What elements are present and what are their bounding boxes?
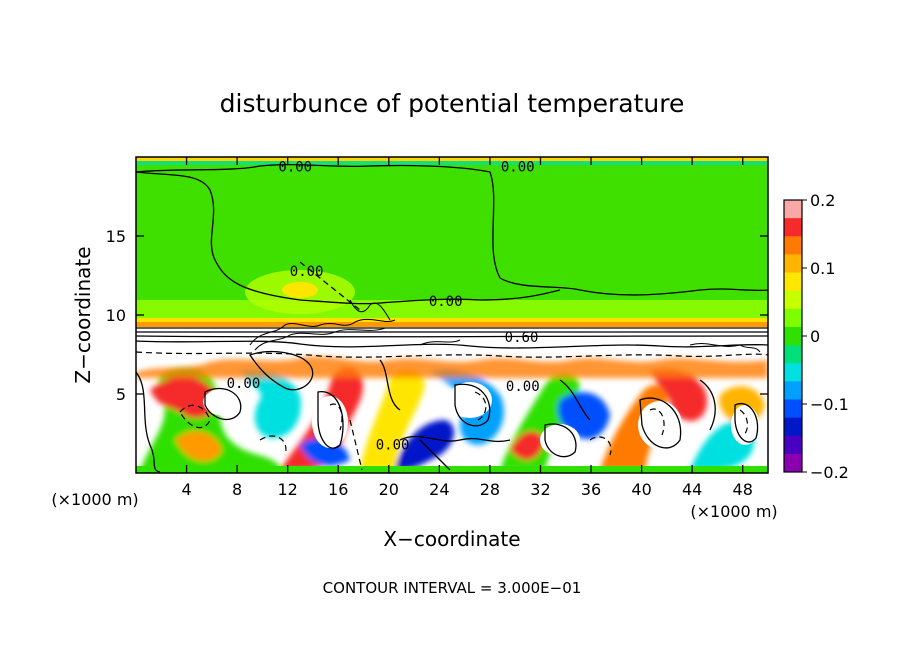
y-axis-label: Z−coordinate [71,246,95,383]
colorbar-swatch [784,236,802,255]
x-tick-label: 12 [278,480,298,499]
y-tick-label: 5 [116,385,126,404]
x-tick-label: 36 [581,480,601,499]
y-axis: 5 10 15 [106,227,768,404]
colorbar-swatch [784,453,802,473]
x-tick-label: 8 [232,480,242,499]
x-axis: 4 8 12 16 20 24 28 32 36 40 44 48 [181,157,753,499]
contour-label: 0.00 [506,379,540,395]
colorbar-swatch [784,200,802,219]
y-axis-unit: (×1000 m) [51,490,138,509]
colorbar-tick-label: 0.2 [810,191,835,210]
x-tick-label: 4 [181,480,191,499]
colorbar-swatch [784,363,802,382]
contour-interval-note: CONTOUR INTERVAL = 3.000E−01 [323,579,582,597]
y-tick-label: 15 [106,227,126,246]
contour-label-text: 0.00 [376,438,410,454]
colorbar-swatch [784,417,802,437]
contour-label: 0.00 [278,159,312,175]
contour-label-text: 0.00 [506,379,540,395]
colorbar-swatch [784,290,802,310]
contour-label: 0.00 [429,294,463,310]
plot-area [136,157,768,473]
contour-label-text: 0.00 [290,264,324,280]
colorbar-swatch [784,272,802,292]
contour-label-text: 0.60 [505,330,539,346]
colorbar-swatch [784,308,802,328]
colorbar-swatch [784,254,802,274]
colorbar: 0.2 0.1 0 −0.1 −0.2 [783,191,849,482]
colorbar-tick-label: −0.2 [810,463,849,482]
colorbar-tick-label: 0 [810,327,820,346]
colorbar-swatch [784,399,802,419]
x-axis-unit: (×1000 m) [690,502,777,521]
contour-label-text: 0.00 [278,159,312,175]
colorbar-tick-label: −0.1 [810,395,849,414]
contour-label-text: 0.00 [501,159,535,175]
colorbar-swatch [784,218,802,237]
chart-title: disturbunce of potential temperature [220,89,685,118]
contour-label: 0.60 [505,330,539,346]
colorbar-swatch [784,381,802,400]
x-tick-label: 44 [682,480,702,499]
contour-label: 0.00 [290,264,324,280]
contour-labels: 0.00 0.00 0.00 0.00 0.60 0.00 0.00 0.00 [227,159,540,453]
contour-label: 0.00 [376,438,410,454]
x-axis-label: X−coordinate [383,527,520,551]
x-tick-label: 32 [530,480,550,499]
contour-label: 0.00 [501,159,535,175]
y-tick-label: 10 [106,306,126,325]
colorbar-tick-label: 0.1 [810,259,835,278]
colorbar-swatch [784,435,802,455]
colorbar-swatch [784,345,802,364]
x-tick-label: 28 [480,480,500,499]
x-tick-label: 16 [328,480,348,499]
contour-label-text: 0.00 [429,294,463,310]
x-tick-label: 20 [379,480,399,499]
x-tick-label: 40 [631,480,651,499]
colorbar-swatch [784,326,802,346]
contour-label-text: 0.00 [227,376,261,392]
x-tick-label: 24 [429,480,449,499]
contour-label: 0.00 [227,376,261,392]
x-tick-label: 48 [733,480,753,499]
